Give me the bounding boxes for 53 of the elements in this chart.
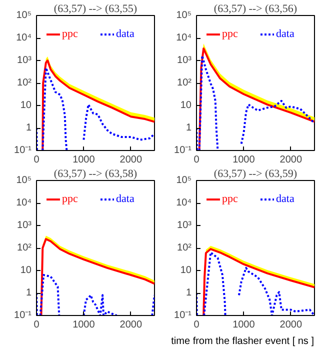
x-tick-label: 0: [194, 154, 200, 166]
chart-title: (63,57) --> (63,59): [214, 168, 298, 180]
x-tick-label: 0: [194, 320, 200, 330]
text: ppc: [222, 193, 239, 205]
y-tick-label: 10⁴: [16, 198, 32, 208]
x-tick-label: 0: [34, 154, 40, 166]
y-tick-label: 1: [186, 122, 192, 134]
legend-label: data: [116, 28, 136, 40]
y-tick-label: 10: [20, 100, 32, 111]
x-tick-label: 0: [34, 320, 40, 330]
legend-label: ppc: [62, 193, 79, 205]
x-tick-label: 2000: [280, 320, 302, 330]
y-tick-label: 10⁻¹: [14, 145, 32, 156]
y-tick-label: 10: [20, 265, 32, 276]
y-tick-label: 10⁴: [176, 198, 192, 208]
chart-title: (63,57) --> (63,56): [214, 3, 298, 15]
y-tick-label: 10²: [17, 242, 32, 254]
y-tick-label: 10⁴: [176, 32, 192, 44]
y-tick-label: 1: [186, 288, 192, 298]
y-tick-label: 10: [180, 100, 192, 111]
y-tick-label: 10³: [177, 55, 192, 66]
legend-label: data: [116, 193, 136, 205]
legend-label: ppc: [62, 28, 79, 40]
y-tick-label: 10⁵: [176, 175, 192, 186]
y-tick-label: 10⁻¹: [174, 310, 192, 321]
y-tick-label: 10²: [177, 78, 192, 88]
chart-title: (63,57) --> (63,58): [54, 168, 138, 180]
y-tick-label: 10⁻¹: [14, 310, 32, 321]
x-tick-label: 1000: [72, 320, 96, 330]
x-tick-label: 2000: [120, 154, 142, 166]
x-axis-title: time from the flasher event [ ns ]: [171, 335, 314, 349]
x-tick-label: 2000: [280, 154, 302, 166]
y-tick-label: 10³: [17, 55, 32, 66]
legend-label: data: [276, 28, 296, 40]
y-tick-label: 10²: [177, 242, 192, 254]
chart-title: (63,57) --> (63,55): [54, 3, 138, 15]
y-tick-label: 10³: [177, 220, 192, 231]
y-tick-label: 10²: [17, 78, 32, 88]
legend-label: data: [276, 193, 296, 205]
y-tick-label: 1: [26, 122, 32, 134]
x-tick-label: 1000: [72, 154, 96, 166]
y-tick-label: 10³: [17, 220, 32, 231]
y-tick-label: 10⁵: [16, 10, 32, 21]
x-tick-label: 1000: [232, 320, 256, 330]
y-tick-label: 1: [26, 288, 32, 298]
x-tick-label: 2000: [120, 320, 142, 330]
y-tick-label: 10⁴: [16, 32, 32, 44]
y-tick-label: 10⁻¹: [174, 145, 192, 156]
x-tick-label: 1000: [232, 154, 256, 166]
series-label: ppc: [222, 28, 239, 40]
y-tick-label: 10⁵: [16, 175, 32, 186]
y-tick-label: 10: [180, 265, 192, 276]
y-tick-label: 10⁵: [176, 10, 192, 21]
